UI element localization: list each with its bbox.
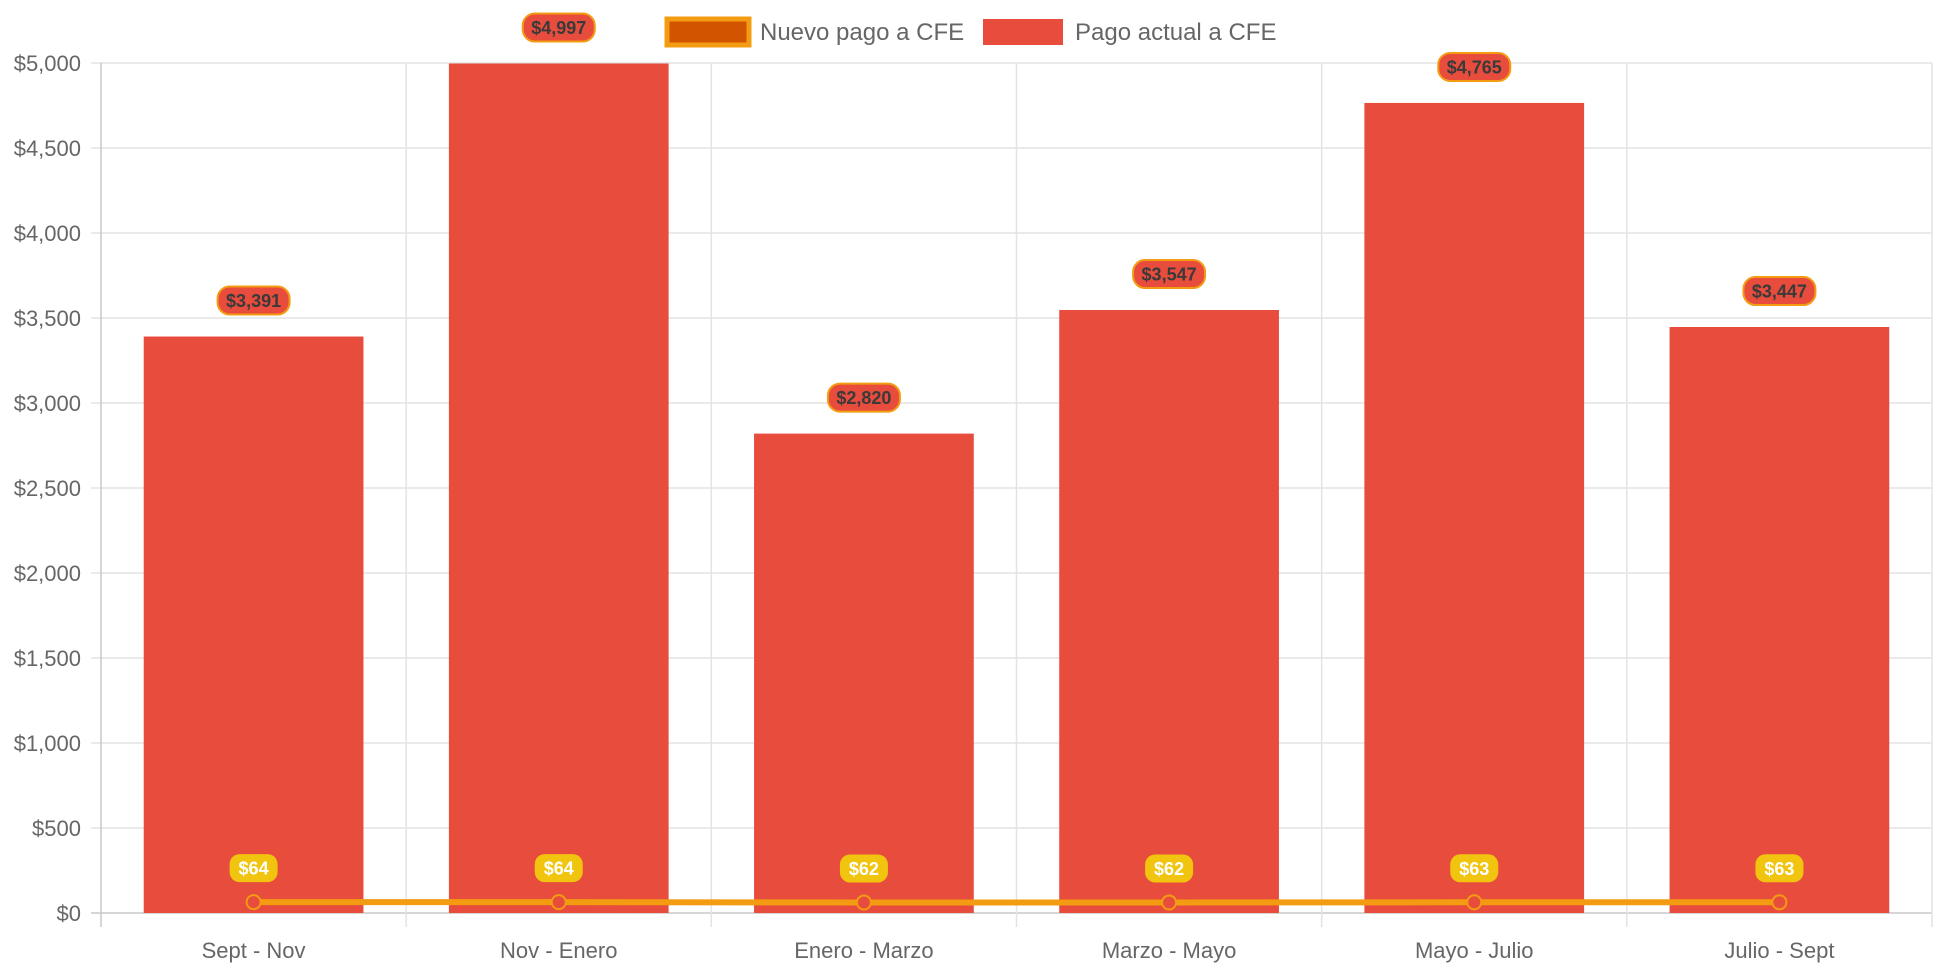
- line-point: [1771, 894, 1788, 911]
- bars-layer: [143, 63, 1890, 913]
- line-data-label: $62: [849, 859, 879, 879]
- bar: [143, 336, 364, 913]
- line-data-label: $63: [1459, 859, 1489, 879]
- bar-data-label-bg: [1132, 259, 1207, 290]
- line-data-label-bg: [839, 854, 888, 883]
- bar-data-label: $3,547: [1142, 265, 1197, 285]
- bar-data-label: $3,447: [1752, 282, 1807, 302]
- legend-swatch-pago-actual: [983, 19, 1063, 45]
- line-data-label-bg: [1450, 854, 1499, 883]
- line-point: [245, 894, 262, 911]
- y-tick-label: $4,500: [14, 136, 81, 161]
- legend-swatch-nuevo-pago: [664, 16, 752, 48]
- y-tick-label: $4,000: [14, 221, 81, 246]
- y-tick-label: $0: [57, 901, 81, 926]
- x-tick-label: Mayo - Julio: [1415, 938, 1534, 963]
- bar: [1364, 102, 1585, 913]
- line-layer: [245, 894, 1788, 911]
- y-tick-label: $500: [32, 816, 81, 841]
- axis-layer: $0 $500 $1,000 $1,500 $2,000 $2,500 $3,000 $3,5…: [14, 51, 1835, 963]
- line-data-label: $63: [1764, 859, 1794, 879]
- line-point: [1161, 894, 1178, 911]
- y-tick-label: $3,500: [14, 306, 81, 331]
- bar: [1669, 327, 1890, 913]
- bar-data-label-bg: [521, 12, 596, 43]
- line-data-label-bg: [534, 854, 583, 883]
- bar-data-label-bg: [216, 285, 291, 316]
- bar-data-label-bg: [1437, 51, 1512, 82]
- y-tick-label: $1,500: [14, 646, 81, 671]
- x-tick-label: Sept - Nov: [202, 938, 306, 963]
- bar-data-label-bg: [826, 382, 901, 413]
- y-tick-label: $3,000: [14, 391, 81, 416]
- line-data-label-bg: [1755, 854, 1804, 883]
- line-data-label: $64: [239, 859, 269, 879]
- legend-label-pago-actual: Pago actual a CFE: [1075, 19, 1276, 46]
- legend: Nuevo pago a CFE Pago actual a CFE: [664, 16, 1276, 48]
- grid-layer: [91, 62, 1933, 927]
- y-tick-label: $2,500: [14, 476, 81, 501]
- bar-data-label-bg: [1742, 276, 1817, 307]
- bar-data-label: $3,391: [226, 291, 281, 311]
- line-point: [1466, 894, 1483, 911]
- y-tick-label: $2,000: [14, 561, 81, 586]
- legend-label-nuevo-pago: Nuevo pago a CFE: [760, 19, 964, 46]
- bar: [448, 63, 669, 913]
- bar-data-label: $2,820: [836, 388, 891, 408]
- line-data-label: $62: [1154, 859, 1184, 879]
- line-point: [855, 894, 872, 911]
- line-data-label-bg: [229, 854, 278, 883]
- bar: [754, 433, 974, 913]
- y-tick-label: $5,000: [14, 51, 81, 76]
- bar-data-label: $4,997: [531, 18, 586, 38]
- bar-data-label: $4,765: [1447, 57, 1502, 77]
- y-tick-label: $1,000: [14, 731, 81, 756]
- x-tick-label: Marzo - Mayo: [1102, 938, 1236, 963]
- line-data-label-bg: [1145, 854, 1194, 883]
- line-point: [550, 894, 567, 911]
- labels-layer: $3,391 $4,997 $2,820 $3,547 $4,765 $3,447 $64 $…: [216, 12, 1817, 883]
- x-tick-label: Nov - Enero: [500, 938, 617, 963]
- line-data-label: $64: [544, 859, 574, 879]
- x-tick-label: Julio - Sept: [1724, 938, 1834, 963]
- bar: [1059, 310, 1279, 913]
- x-tick-label: Enero - Marzo: [794, 938, 933, 963]
